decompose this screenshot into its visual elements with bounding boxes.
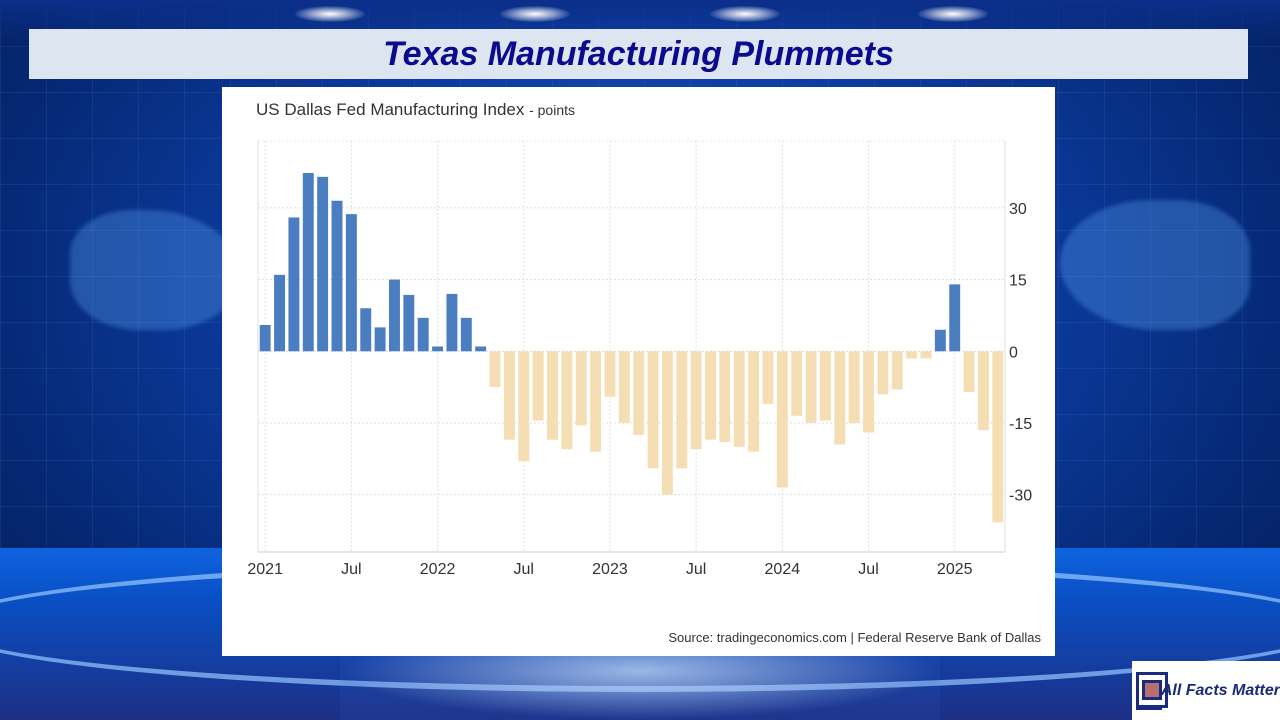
bar-2021-12 [417, 317, 429, 352]
bar-2021-10 [389, 279, 400, 352]
x-tick-label: 2025 [937, 561, 973, 578]
bar-2023-04 [647, 351, 659, 469]
stage-light [500, 6, 570, 22]
bar-2023-05 [661, 351, 673, 495]
bar-2023-07 [690, 351, 702, 450]
bar-2024-10 [906, 351, 918, 359]
y-tick-label: -15 [1009, 416, 1032, 433]
bar-2025-02 [963, 351, 975, 392]
bar-2022-03 [460, 317, 472, 352]
bar-2021-02 [274, 274, 286, 352]
y-tick-label: 15 [1009, 273, 1027, 290]
chart-source: Source: tradingeconomics.com | Federal R… [668, 630, 1041, 645]
x-tick-label: Jul [514, 561, 534, 578]
x-tick-label: Jul [341, 561, 361, 578]
x-tick-label: Jul [686, 561, 706, 578]
page-title: Texas Manufacturing Plummets [383, 34, 894, 73]
bar-2022-02 [446, 293, 458, 352]
bar-2023-09 [719, 351, 731, 443]
chart-unit: - points [529, 102, 576, 118]
bar-2022-07 [518, 351, 530, 462]
bar-2024-04 [819, 351, 831, 421]
bar-2024-12 [934, 329, 946, 352]
bar-2022-12 [590, 351, 602, 452]
bar-2021-04 [302, 173, 314, 352]
bar-2024-05 [834, 351, 846, 445]
bar-2023-08 [705, 351, 716, 440]
bar-2022-08 [532, 351, 544, 421]
brand-logo: All Facts Matter [1132, 661, 1280, 720]
bar-2022-01 [432, 346, 444, 352]
bar-2021-08 [360, 308, 372, 352]
bar-2024-03 [805, 351, 817, 423]
bar-2023-01 [604, 351, 616, 397]
background-map-left [70, 210, 240, 330]
bar-2021-03 [288, 217, 300, 352]
bar-2021-09 [374, 327, 386, 352]
x-tick-label: Jul [858, 561, 878, 578]
bar-2022-10 [561, 351, 573, 450]
bar-2021-06 [331, 200, 343, 352]
x-tick-label: 2022 [420, 561, 456, 578]
bar-2024-02 [791, 351, 803, 416]
bar-chart: 30 15 0 -15 -30 2021 Jul 2022 Jul 2023 Jul 2024 Jul 2… [247, 140, 1032, 578]
stage-light [295, 6, 365, 22]
bar-2025-03 [977, 351, 989, 431]
bar-2022-09 [547, 351, 558, 440]
bar-2024-01 [776, 351, 788, 488]
bar-2021-11 [403, 294, 415, 352]
bar-2023-06 [676, 351, 688, 469]
bar-2022-11 [575, 351, 587, 426]
background-map-right [1060, 200, 1250, 330]
bar-2022-05 [489, 351, 501, 388]
chart-card: 30 15 0 -15 -30 2021 Jul 2022 Jul 2023 Jul 2024 Jul 2… [222, 87, 1055, 656]
bar-2025-01 [949, 284, 961, 352]
chart-title: US Dallas Fed Manufacturing Index - poin… [256, 100, 575, 120]
brand-logo-text: All Facts Matter [1160, 681, 1280, 699]
bar-2021-01 [259, 324, 271, 352]
stage-light [918, 6, 988, 22]
x-tick-label: 2023 [592, 561, 628, 578]
bar-2023-11 [748, 351, 760, 452]
bar-2023-03 [633, 351, 645, 435]
bar-2024-06 [848, 351, 860, 423]
chart-title-text: US Dallas Fed Manufacturing Index [256, 100, 525, 119]
bar-2023-12 [762, 351, 774, 404]
x-tick-label: 2021 [247, 561, 283, 578]
bar-2024-07 [863, 351, 874, 433]
y-tick-label: 0 [1009, 344, 1018, 361]
bar-2021-05 [317, 176, 329, 352]
brand-logo-icon [1134, 666, 1168, 716]
y-tick-label: 30 [1009, 201, 1027, 218]
title-bar: Texas Manufacturing Plummets [29, 29, 1248, 79]
bar-2021-07 [345, 214, 357, 352]
bar-2022-04 [475, 346, 487, 352]
bar-2022-06 [503, 351, 515, 440]
bar-2023-10 [733, 351, 745, 447]
stage-glow [340, 650, 940, 720]
bar-2024-09 [891, 351, 903, 390]
bar-2024-08 [877, 351, 889, 395]
x-tick-label: 2024 [765, 561, 801, 578]
bar-2024-11 [920, 351, 932, 359]
bar-2023-02 [618, 351, 630, 423]
bar-2025-04 [992, 351, 1004, 523]
y-tick-label: -30 [1009, 488, 1032, 505]
stage-light [710, 6, 780, 22]
